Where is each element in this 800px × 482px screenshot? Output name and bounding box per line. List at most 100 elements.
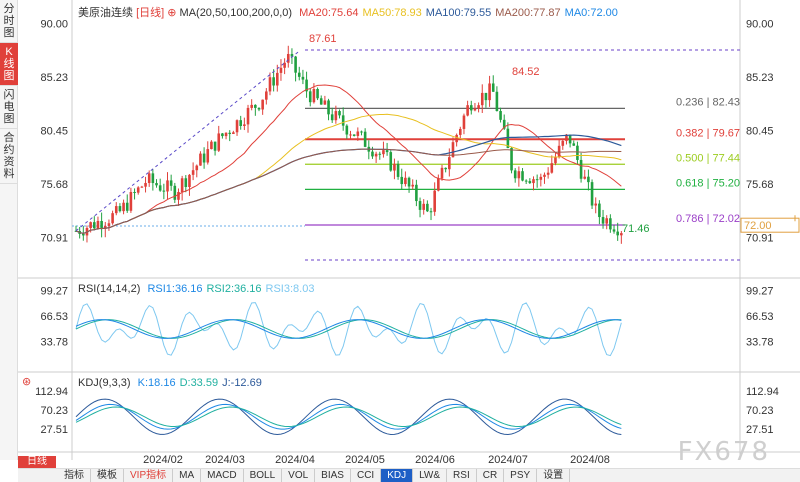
kdj-ytick-right-0: 112.94 [746,386,779,398]
main-ytick-left-3: 75.68 [40,179,68,191]
candle-body [605,218,608,224]
left-tab-2[interactable]: 闪电图 [0,86,18,129]
candle-body [455,134,458,143]
candle-body [382,150,385,155]
indicator-tab-7[interactable]: BIAS [315,469,351,482]
candle-body [162,190,166,192]
candle-body [601,217,605,224]
xaxis-label-5: 2024/07 [488,454,528,466]
candle-body [290,53,294,57]
kdj-ytick-right-2: 27.51 [746,424,774,436]
candle-body [356,131,360,136]
indicator-tab-10[interactable]: LW& [413,469,448,482]
indicator-tab-11[interactable]: RSI [447,469,477,482]
ma50-line [75,113,622,234]
kdj-ytick-left-0: 112.94 [35,386,68,398]
candle-body [294,56,297,73]
settings-icon[interactable]: ⊕ [167,7,177,19]
candle-body [283,62,286,68]
xaxis-label-1: 2024/03 [205,454,245,466]
candle-body [341,115,345,126]
candle-body [173,185,177,200]
candle-body [543,174,546,177]
xaxis-label-6: 2024/08 [570,454,610,466]
candle-body [521,171,524,181]
fib-label-0: 0.236 | 82.43 [676,96,740,108]
candle-body [228,132,232,135]
candle-body [451,142,455,158]
candle-body [488,83,491,101]
ma20-line [75,84,622,234]
high2-label: 84.52 [512,66,540,78]
rsi-label[interactable]: RSI(14,14,2) [78,283,141,295]
left-tab-3[interactable]: 合约资料 [0,129,18,184]
kdj-ytick-left-2: 27.51 [40,424,68,436]
kdj-d-line [75,406,622,428]
indicator-tab-4[interactable]: MACD [201,469,244,482]
indicator-tab-2[interactable]: VIP指标 [124,469,174,482]
indicator-tab-13[interactable]: PSY [504,469,538,482]
candle-body [407,177,411,187]
indicator-tab-12[interactable]: CR [477,469,505,482]
candle-body [429,211,433,213]
kdj-ytick-left-1: 70.23 [40,405,68,417]
candle-body [411,184,415,187]
candle-body [217,133,221,151]
candle-body [118,206,122,212]
low-label: 71.46 [622,223,650,235]
candle-body [93,222,96,229]
candle-body [147,173,151,183]
candle-body [250,104,253,108]
candle-body [297,72,301,77]
indicator-tab-6[interactable]: VOL [282,469,316,482]
ma-value-1: MA50:78.93 [362,7,422,19]
indicator-tab-9[interactable]: KDJ [381,469,414,482]
candle-body [385,150,389,153]
rsi3-line [75,302,622,357]
candle-body [528,181,532,184]
candle-body [609,218,612,230]
candle-body [587,176,590,183]
indicator-tab-bar: 指标 模板 VIP指标 MA MACD BOLL VOL BIAS CCI KDJ LW& RSI CR… [18,468,800,482]
fib-label-2: 0.500 | 77.44 [676,152,740,164]
candle-body [136,187,140,193]
candle-body [96,220,100,229]
indicator-tab-0[interactable]: 指标 [58,469,91,482]
left-tab-1[interactable]: K线图 [0,43,18,86]
main-ytick-left-0: 90.00 [40,19,68,31]
period-button[interactable]: 日线 [18,456,56,468]
candle-body [480,92,484,106]
candle-body [107,223,111,226]
fib-label-3: 0.618 | 75.20 [676,177,740,189]
indicator-tab-1[interactable]: 模板 [91,469,124,482]
candle-body [268,77,272,92]
candle-body [462,115,466,129]
kdj-label[interactable]: KDJ(9,3,3) [78,377,131,389]
high-label: 87.61 [309,33,337,45]
period-label[interactable]: [日线] [136,7,165,19]
candle-body [254,104,257,108]
candle-body [257,107,261,110]
candle-body [305,79,308,92]
indicator-tab-14[interactable]: 设置 [537,469,571,482]
ma-value-4: MA0:72.00 [564,7,618,19]
indicator-tab-5[interactable]: BOLL [244,469,283,482]
candle-body [334,111,338,121]
kdj-j-line [75,398,622,436]
rsi-ytick-left-2: 33.78 [40,337,68,349]
candle-body [184,178,188,187]
candle-body [188,174,191,187]
ma-value-2: MA100:79.55 [425,7,492,19]
kdj-settings-icon[interactable]: ⊛ [22,376,32,388]
candle-body [513,170,517,179]
candle-body [199,153,202,166]
candle-body [89,222,92,229]
candle-body [459,128,462,135]
ma-params-label[interactable]: MA(20,50,100,200,0,0) [179,7,293,19]
kdj-value-0: K:18.16 [137,377,176,389]
candle-body [279,67,283,73]
indicator-tab-3[interactable]: MA [173,469,202,482]
left-tab-0[interactable]: 分时图 [0,0,18,43]
indicator-tab-8[interactable]: CCI [351,469,382,482]
